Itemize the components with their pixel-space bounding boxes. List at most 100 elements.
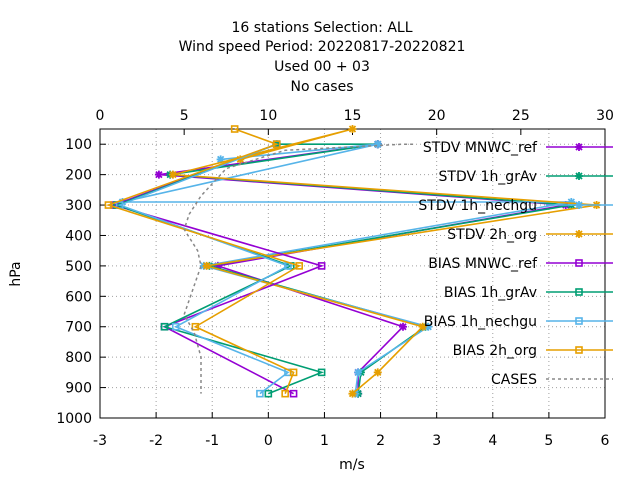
legend-entry: BIAS 1h_nechgu xyxy=(424,314,613,330)
title-line-4: No cases xyxy=(291,79,354,95)
series-point xyxy=(264,389,273,398)
x2-tick-label: 30 xyxy=(596,108,614,124)
legend-entry: CASES xyxy=(491,372,613,388)
x2-tick-label: 15 xyxy=(344,108,362,124)
series-point xyxy=(373,368,382,377)
series-point xyxy=(171,322,180,331)
series-point xyxy=(104,201,113,209)
legend-entry: STDV MNWC_ref xyxy=(423,140,613,156)
series-point xyxy=(216,155,225,164)
legend-entry: STDV 2h_org xyxy=(447,227,613,243)
x-tick-label: 1 xyxy=(320,433,329,449)
legend-label: STDV 1h_nechgu xyxy=(418,198,537,214)
series-point xyxy=(289,368,298,377)
x2-tick-label: 20 xyxy=(428,108,446,124)
legend-label: STDV 1h_grAv xyxy=(439,169,537,185)
legend-marker xyxy=(575,346,583,354)
x2-tick-label: 25 xyxy=(512,108,530,124)
series-point xyxy=(256,389,264,398)
legend-marker xyxy=(575,172,583,180)
legend-entry: STDV 1h_nechgu xyxy=(418,198,613,214)
y-tick-label: 200 xyxy=(65,168,92,184)
x-axis-label: m/s xyxy=(339,457,365,473)
series-point xyxy=(354,368,363,377)
series-point xyxy=(191,322,200,331)
series-point xyxy=(289,389,298,398)
y-tick-label: 1000 xyxy=(56,411,92,427)
series-point xyxy=(399,322,407,331)
series-point xyxy=(317,262,326,270)
legend-label: BIAS 2h_org xyxy=(453,343,537,359)
title-line-2: Wind speed Period: 20220817-20220821 xyxy=(179,39,466,55)
series-point xyxy=(202,261,211,270)
x-tick-label: 0 xyxy=(264,433,273,449)
series-line xyxy=(114,143,325,395)
legend-marker xyxy=(575,230,583,238)
series-8 xyxy=(183,143,414,394)
x-tick-label: 3 xyxy=(432,433,441,449)
y-axis-label: hPa xyxy=(8,261,24,286)
legend-marker xyxy=(575,259,583,267)
x-tick-label: -2 xyxy=(149,433,163,449)
y-tick-label: 300 xyxy=(65,198,92,214)
series-line xyxy=(183,143,414,394)
y-tick-label: 800 xyxy=(65,350,92,366)
legend-marker xyxy=(575,317,583,325)
x-tick-label: -1 xyxy=(205,433,219,449)
series-point xyxy=(317,368,326,377)
chart-title: 16 stations Selection: ALL Wind speed Pe… xyxy=(179,20,466,95)
legend-label: BIAS 1h_nechgu xyxy=(424,314,537,330)
y-tick-label: 700 xyxy=(65,320,92,336)
legend-label: BIAS MNWC_ref xyxy=(428,256,538,272)
axis-ticks: -3 -2 -1 0 1 2 3 4 5 6100200300400500600700800900… xyxy=(56,108,614,449)
series-point xyxy=(213,261,222,270)
legend-label: STDV 2h_org xyxy=(447,227,537,243)
legend-marker xyxy=(575,288,583,296)
legend-entry: BIAS 2h_org xyxy=(453,343,613,359)
legend-entry: BIAS 1h_grAv xyxy=(444,285,613,301)
series-point xyxy=(168,170,177,179)
series-point xyxy=(281,389,289,398)
series-3 xyxy=(168,125,601,398)
legend-label: CASES xyxy=(491,372,537,388)
legend-entry: BIAS MNWC_ref xyxy=(428,256,613,272)
series-point xyxy=(160,322,169,331)
series-point xyxy=(348,389,357,398)
y-tick-label: 500 xyxy=(65,259,92,275)
series-point xyxy=(272,140,281,149)
series-point xyxy=(154,170,163,179)
series-point xyxy=(418,322,427,331)
y-tick-label: 600 xyxy=(65,289,92,305)
series-line xyxy=(105,128,302,394)
legend-label: BIAS 1h_grAv xyxy=(444,285,537,301)
legend-marker xyxy=(575,201,583,209)
series-point xyxy=(348,125,357,133)
series-line xyxy=(172,128,597,395)
x-tick-label: 4 xyxy=(488,433,497,449)
series-point xyxy=(295,262,303,270)
y-tick-label: 400 xyxy=(65,228,92,244)
grid xyxy=(100,129,605,418)
series-line xyxy=(122,143,572,394)
legend-entry: STDV 1h_grAv xyxy=(439,169,613,185)
series-line xyxy=(170,143,572,394)
series-point xyxy=(567,198,576,207)
y-tick-label: 900 xyxy=(65,381,92,397)
x-tick-label: 2 xyxy=(376,433,385,449)
x-tick-label: 5 xyxy=(544,433,553,449)
series-point xyxy=(373,140,382,149)
data-series xyxy=(104,125,601,398)
x-tick-label: -3 xyxy=(93,433,107,449)
series-7 xyxy=(104,125,303,398)
y-tick-label: 100 xyxy=(65,137,92,153)
series-line xyxy=(117,143,290,395)
series-point xyxy=(424,322,433,331)
x2-tick-label: 0 xyxy=(96,108,105,124)
title-line-1: 16 stations Selection: ALL xyxy=(231,20,412,36)
legend-marker xyxy=(575,143,583,151)
series-point xyxy=(230,125,239,133)
x-tick-label: 6 xyxy=(601,433,610,449)
legend: STDV MNWC_ref STDV 1h_grAv STDV 1h_nechgu S… xyxy=(418,140,613,388)
series-point xyxy=(236,155,245,164)
